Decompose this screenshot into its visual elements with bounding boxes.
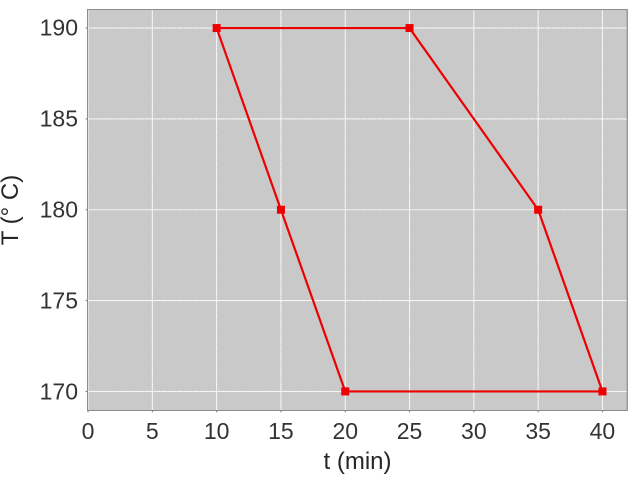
svg-text:40: 40 [590, 418, 616, 444]
svg-text:190: 190 [40, 15, 78, 41]
svg-text:185: 185 [40, 106, 78, 132]
svg-text:20: 20 [332, 418, 358, 444]
svg-text:25: 25 [397, 418, 423, 444]
svg-text:30: 30 [461, 418, 487, 444]
svg-text:175: 175 [40, 288, 78, 314]
svg-text:0: 0 [82, 418, 95, 444]
svg-text:15: 15 [268, 418, 294, 444]
svg-text:t (min): t (min) [324, 448, 392, 475]
svg-text:5: 5 [146, 418, 159, 444]
svg-text:T (° C): T (° C) [0, 175, 24, 245]
svg-text:10: 10 [204, 418, 230, 444]
svg-text:170: 170 [40, 379, 78, 405]
svg-text:180: 180 [40, 197, 78, 223]
svg-text:35: 35 [525, 418, 551, 444]
